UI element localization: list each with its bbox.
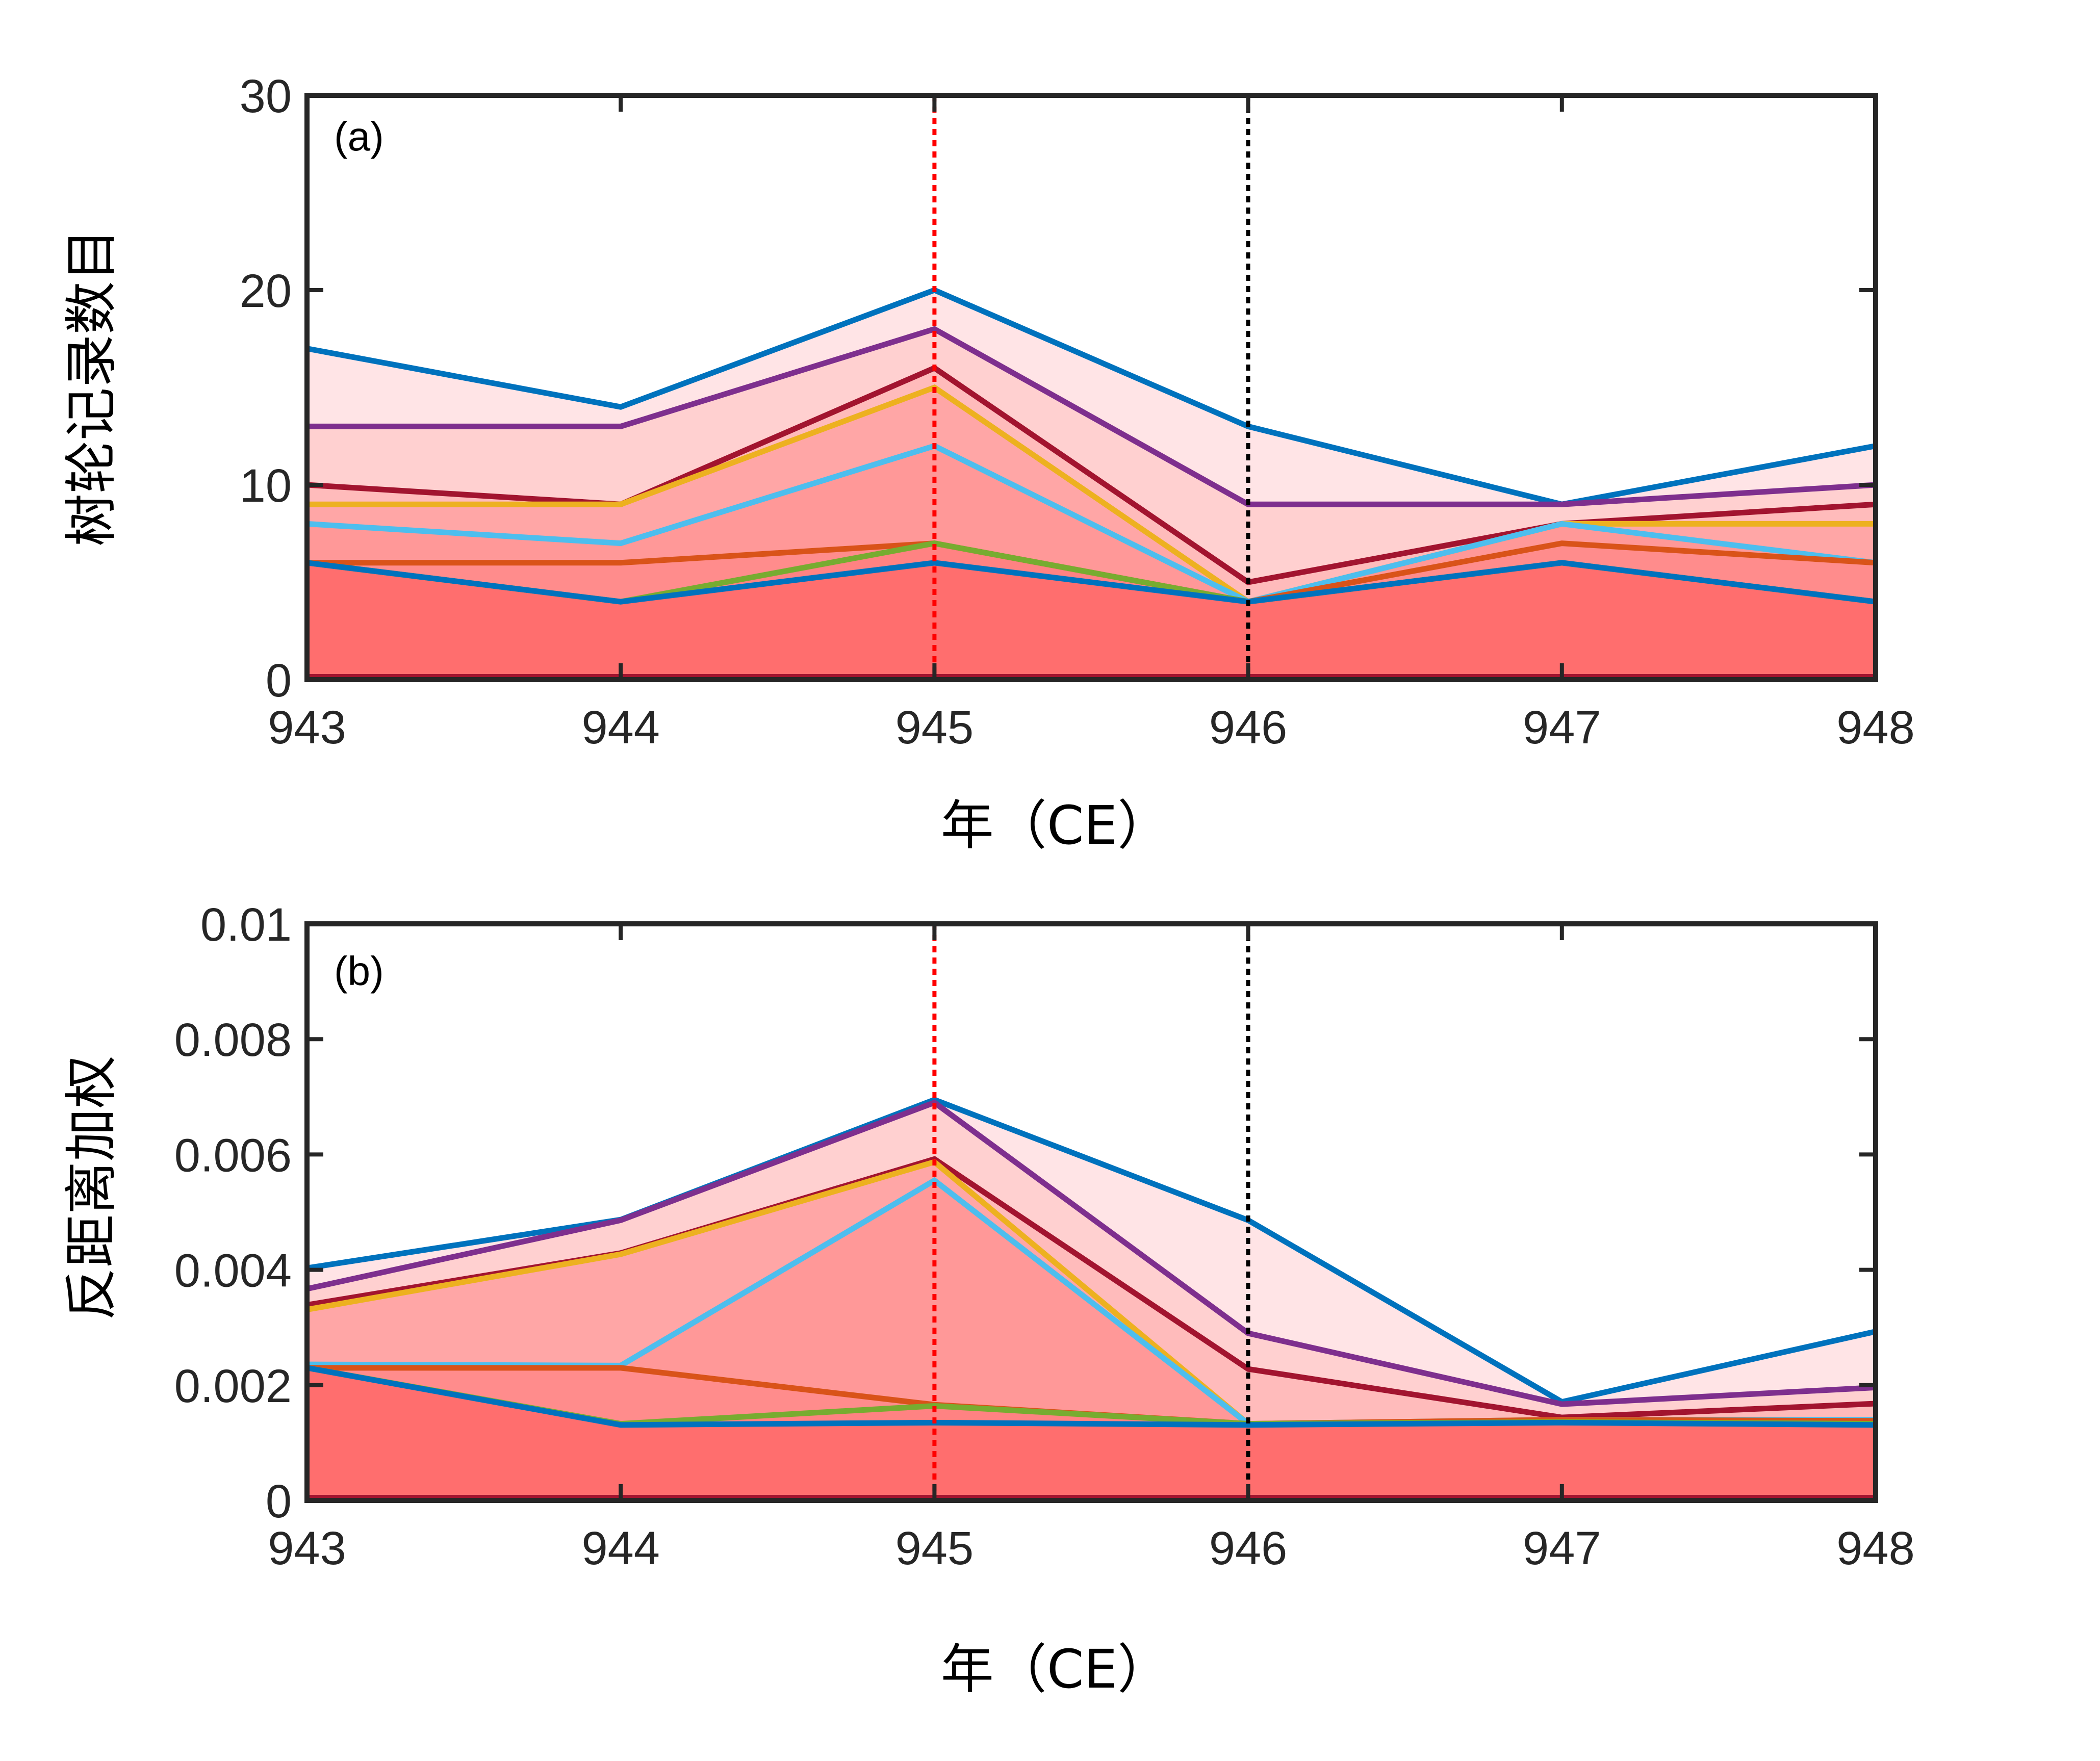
y-tick-label: 0.002 [174, 1360, 292, 1412]
axes-box [304, 921, 1878, 1503]
y-tick-label: 0.008 [174, 1014, 292, 1066]
x-tick-labels: 943 944 945 946 947 948 [268, 1522, 1915, 1574]
x-tick-labels: 943 944 945 946 947 948 [268, 702, 1915, 754]
x-tick-label: 944 [581, 1522, 660, 1574]
x-tick-label: 948 [1836, 702, 1915, 754]
x-tick-label: 943 [268, 702, 346, 754]
y-tick-labels: 0 0.002 0.004 0.006 0.008 0.01 [174, 899, 292, 1527]
x-tick-label: 948 [1836, 1522, 1915, 1574]
y-tick-label: 20 [240, 265, 292, 317]
line-layer-4 [306, 443, 1876, 605]
panel-label-a: (a) [334, 114, 384, 159]
line-layer-1 [306, 560, 1876, 605]
y-tick-label: 30 [240, 70, 292, 122]
line-layer-6 [306, 365, 1876, 585]
y-tick-label: 0.006 [174, 1129, 292, 1181]
x-axis-title-b: 年（CE） [941, 1638, 1170, 1700]
line-layer-7 [306, 1099, 1876, 1407]
x-axis-title-a: 年（CE） [941, 794, 1170, 857]
area-fills [307, 290, 1876, 680]
panel-b: 943 944 945 946 947 948 0 0.002 0.004 0.006 0.008… [60, 899, 1915, 1700]
y-axis-title-b: 反距离加权 [60, 1055, 122, 1320]
x-tick-label: 947 [1523, 702, 1601, 754]
event-lines [932, 95, 1250, 680]
y-tick-labels: 0 10 20 30 [240, 70, 292, 707]
panel-label-b: (b) [334, 948, 384, 994]
y-tick-label: 0 [266, 655, 292, 707]
axes-frame [304, 921, 1878, 1503]
axes-box [304, 93, 1878, 682]
y-tick-label: 0 [266, 1475, 292, 1527]
series-lines [306, 1097, 1877, 1428]
x-tick-label: 944 [581, 702, 660, 754]
line-layer-1 [306, 1365, 1876, 1428]
line-layer-8 [306, 287, 1877, 507]
axes-frame [304, 93, 1878, 682]
x-tick-label: 947 [1523, 1522, 1601, 1574]
line-layer-8 [306, 1097, 1877, 1405]
line-layer-7 [307, 326, 1876, 507]
series-lines [306, 287, 1877, 605]
x-tick-label: 946 [1209, 1522, 1288, 1574]
panel-a: 943 944 945 946 947 948 0 10 20 30 (a) 年（CE） 树轮记… [60, 70, 1915, 857]
y-tick-label: 0.01 [200, 899, 292, 951]
x-tick-label: 945 [895, 702, 974, 754]
x-tick-label: 943 [268, 1522, 346, 1574]
y-tick-label: 10 [240, 460, 292, 512]
y-axis-title-a: 树轮记录数目 [60, 228, 122, 547]
x-tick-label: 946 [1209, 702, 1288, 754]
area-layer-1 [307, 1367, 1876, 1500]
line-layer-5 [307, 384, 1876, 605]
x-tick-label: 945 [895, 1522, 974, 1574]
y-tick-label: 0.004 [174, 1245, 292, 1297]
